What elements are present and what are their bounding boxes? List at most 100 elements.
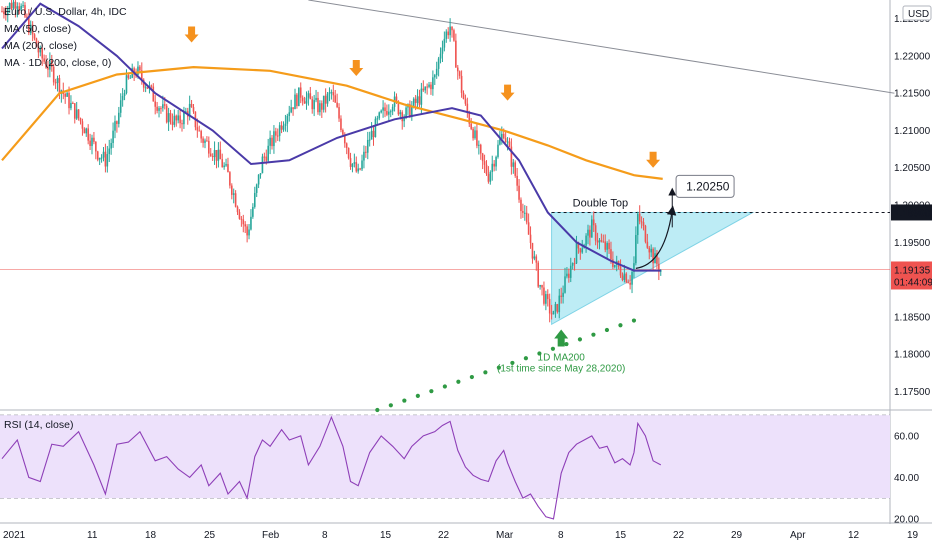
- candle-body: [456, 67, 459, 72]
- candle-body: [399, 112, 402, 115]
- candle-body: [202, 138, 204, 143]
- candle-body: [70, 102, 72, 109]
- candle-body: [183, 111, 185, 125]
- candle-body: [72, 102, 74, 104]
- candle-body: [125, 75, 128, 94]
- candle-body: [489, 172, 492, 182]
- candle-body: [612, 259, 614, 267]
- candle-body: [129, 77, 132, 79]
- candle-body: [405, 107, 407, 118]
- candle-body: [577, 243, 580, 249]
- candle-body: [646, 241, 649, 248]
- candle-body: [192, 107, 195, 112]
- candle-body: [552, 311, 555, 315]
- candle-body: [602, 241, 605, 243]
- candle-body: [259, 173, 262, 175]
- candle-body: [449, 26, 451, 36]
- candle-body: [585, 235, 587, 246]
- candle-body: [366, 139, 369, 153]
- candle-body: [54, 82, 57, 84]
- candle-body: [522, 211, 524, 213]
- candle-body: [263, 156, 266, 158]
- double-top-label: Double Top: [573, 197, 628, 209]
- candle-body: [181, 123, 183, 125]
- candle-body: [257, 174, 260, 185]
- indicator-lines: [1, 2, 663, 520]
- candle-body: [378, 112, 381, 119]
- rsi-legend-box: RSI (14, close): [4, 417, 73, 434]
- candle-body: [217, 149, 220, 161]
- candle-body: [478, 144, 480, 146]
- candle-body: [75, 109, 78, 119]
- candle-body: [573, 263, 576, 265]
- candle-body: [441, 47, 444, 54]
- price-tick-label: 1.21000: [894, 126, 931, 137]
- candle-body: [317, 97, 319, 113]
- time-tick-label: 22: [438, 530, 450, 541]
- candle-body: [179, 115, 181, 124]
- candle-body: [560, 295, 562, 297]
- candle-body: [106, 154, 109, 167]
- candle-body: [3, 11, 5, 14]
- candle-body: [642, 222, 645, 226]
- legend-ma50: MA (50, close): [4, 23, 72, 35]
- candle-body: [533, 256, 536, 259]
- time-tick-label: Feb: [262, 530, 280, 541]
- green-up-arrow: [554, 329, 569, 347]
- candle-body: [119, 100, 122, 113]
- candle-body: [12, 1, 15, 9]
- candle-body: [594, 225, 597, 241]
- legend-ma1d: MA · 1D (200, close, 0): [4, 57, 112, 69]
- candle-body: [14, 1, 17, 9]
- candle-body: [301, 97, 304, 102]
- ma200-note-line: 1D MA200: [538, 352, 586, 363]
- ma1d-dot: [577, 337, 583, 342]
- candle-body: [633, 263, 635, 272]
- candle-body: [96, 151, 99, 160]
- candle-body: [311, 99, 314, 110]
- candle-body: [185, 111, 187, 113]
- candle-body: [118, 112, 120, 124]
- candle-body: [269, 137, 271, 146]
- candle-body: [652, 248, 654, 264]
- ma1d-dot: [456, 379, 461, 384]
- time-tick-label: Apr: [790, 530, 806, 541]
- ma1d-dot: [442, 384, 447, 389]
- candle-body: [252, 206, 254, 217]
- axes: 1.225001.220001.215001.210001.205001.200…: [3, 5, 932, 541]
- candle-body: [330, 92, 333, 94]
- candle-body: [539, 284, 541, 287]
- candle-body: [462, 92, 465, 99]
- ma200-line: [1, 65, 663, 180]
- candle-body: [215, 150, 218, 161]
- candle-body: [621, 275, 624, 280]
- candle-body: [248, 229, 250, 236]
- candle-body: [365, 151, 367, 153]
- annotations: 1.20250 Double Top 1D MA200(1st time since…: [184, 26, 735, 374]
- candle-body: [322, 95, 325, 110]
- candle-body: [336, 102, 338, 108]
- candle-body: [608, 243, 610, 250]
- candle-body: [28, 17, 30, 33]
- time-tick-label: 12: [848, 530, 860, 541]
- candle-body: [401, 112, 404, 122]
- candle-body: [589, 229, 591, 238]
- candle-body: [246, 226, 248, 236]
- candle-body: [623, 273, 626, 280]
- candle-body: [255, 184, 258, 193]
- ma1d-dot: [415, 393, 420, 398]
- target-label-box: [675, 174, 735, 198]
- candle-body: [556, 304, 559, 313]
- orange-down-arrow: [500, 84, 515, 101]
- candle-body: [24, 5, 26, 17]
- candle-body: [26, 16, 28, 18]
- time-tick-label: 15: [380, 530, 392, 541]
- rsi-band: [0, 415, 890, 499]
- candle-body: [619, 266, 622, 276]
- candle-body: [359, 168, 361, 170]
- candle-body: [309, 93, 312, 100]
- candle-body: [282, 125, 285, 130]
- candle-body: [464, 98, 467, 104]
- candle-body: [315, 97, 317, 101]
